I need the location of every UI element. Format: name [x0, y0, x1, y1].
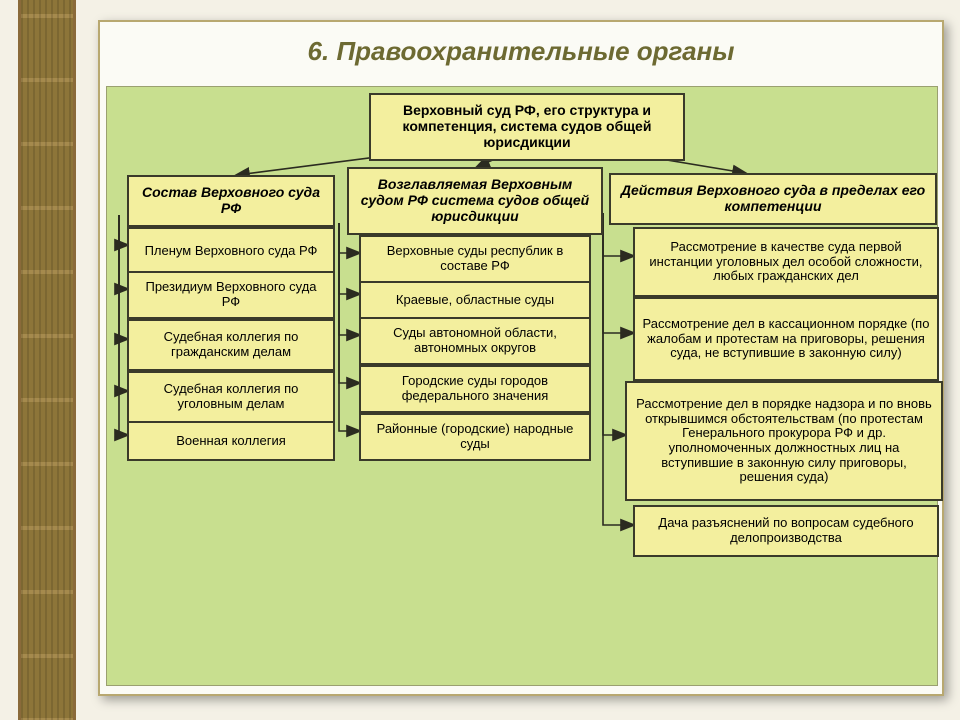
diagram-stage: Верховный суд РФ, его структура и компет… — [106, 86, 938, 686]
root-box: Верховный суд РФ, его структура и компет… — [369, 93, 685, 161]
branch-1-item-1: Краевые, областные суды — [359, 281, 591, 319]
branch-2-item-0: Рассмотрение в качестве суда первой инст… — [633, 227, 939, 297]
branch-head-0: Состав Верховного суда РФ — [127, 175, 335, 227]
branch-0-item-3: Судебная коллегия по уголовным делам — [127, 371, 335, 423]
branch-1-item-4: Районные (городские) народные суды — [359, 413, 591, 461]
left-pattern-strip — [18, 0, 76, 720]
branch-0-item-1: Президиум Верховного суда РФ — [127, 271, 335, 319]
slide-card: 6. Правоохранительные органы Верховный с… — [98, 20, 944, 696]
branch-1-item-2: Суды автономной области, автономных окру… — [359, 317, 591, 365]
branch-0-item-2: Судебная коллегия по гражданским делам — [127, 319, 335, 371]
slide-title: 6. Правоохранительные органы — [100, 36, 942, 67]
branch-2-item-1: Рассмотрение дел в кассационном порядке … — [633, 297, 939, 381]
branch-0-item-4: Военная коллегия — [127, 421, 335, 461]
branch-head-2: Действия Верховного суда в пределах его … — [609, 173, 937, 225]
branch-head-1: Возглавляемая Верховным судом РФ система… — [347, 167, 603, 235]
branch-2-item-2: Рассмотрение дел в порядке надзора и по … — [625, 381, 943, 501]
slide-outer: 6. Правоохранительные органы Верховный с… — [0, 0, 960, 720]
branch-1-item-3: Городские суды городов федерального знач… — [359, 365, 591, 413]
branch-2-item-3: Дача разъяснений по вопросам судебного д… — [633, 505, 939, 557]
branch-1-item-0: Верховные суды республик в составе РФ — [359, 235, 591, 283]
branch-0-item-0: Пленум Верховного суда РФ — [127, 227, 335, 275]
